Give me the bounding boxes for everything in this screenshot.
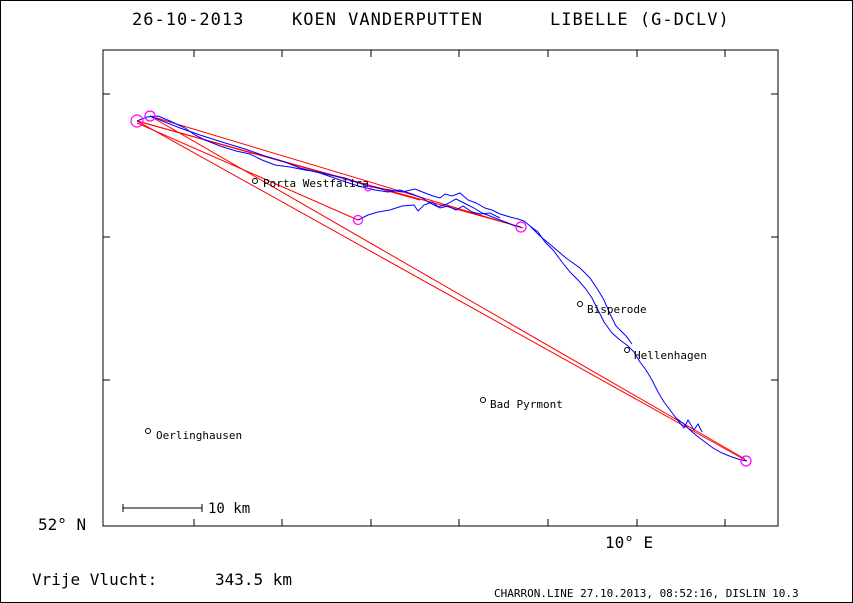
footer-info: CHARRON.LINE 27.10.2013, 08:52:16, DISLI… [494,587,799,600]
pilot-name: KOEN VANDERPUTTEN [292,10,483,30]
place-markers [145,178,630,434]
flight-date: 26-10-2013 [132,10,244,30]
map-plot-area [102,49,779,527]
turnpoint [144,110,156,122]
flight-track-branch [529,225,633,345]
turnpoint-finish [740,455,752,467]
place-marker-bisperode [577,301,583,307]
turnpoint [515,221,527,233]
flight-track-loop [357,201,501,221]
place-label: Oerlinghausen [156,429,242,442]
distance-value: 343.5 km [215,570,292,589]
place-label: Porta Westfalica [263,177,369,190]
longitude-label: 10° E [605,533,653,552]
turnpoint [364,184,372,192]
place-marker-hellenhagen [624,347,630,353]
flight-track-wiggle [675,417,703,433]
place-marker-porta-westfalica [252,178,258,184]
place-marker-oerlinghausen [145,428,151,434]
distance-caption: Vrije Vlucht: [32,570,157,589]
place-marker-bad-pyrmont [480,397,486,403]
latitude-label: 52° N [38,515,86,534]
glider-name: LIBELLE (G-DCLV) [550,10,730,30]
axis-ticks [103,50,778,526]
place-label: Hellenhagen [634,349,707,362]
turnpoint [352,214,364,226]
place-label: Bad Pyrmont [490,398,563,411]
turnpoint-start [130,114,144,128]
turnpoints [130,110,752,467]
scale-bar [122,504,203,512]
flight-track [136,115,748,462]
place-label: Bisperode [587,303,647,316]
task-legs [136,115,748,462]
scale-bar-label: 10 km [208,501,250,517]
